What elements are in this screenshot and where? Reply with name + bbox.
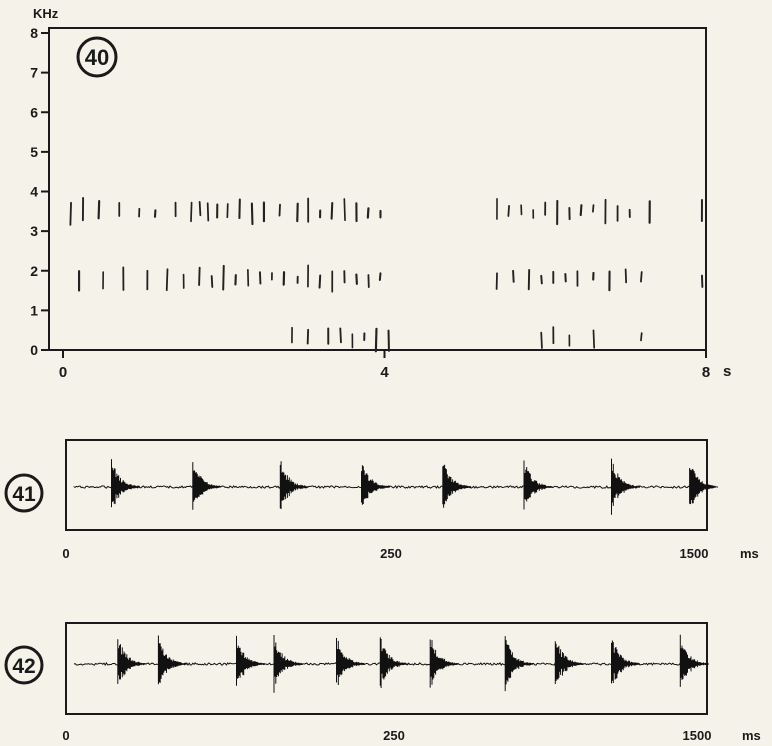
burst bbox=[523, 460, 553, 510]
y-tick-label: 7 bbox=[30, 65, 38, 81]
burst bbox=[336, 638, 365, 685]
pulse-mark bbox=[198, 201, 202, 217]
panel-badge-41: 41 bbox=[4, 473, 44, 513]
spectrogram-panel: KHz 0 1 2 3 4 5 6 7 8 0 4 8 s 40 bbox=[30, 6, 731, 381]
burst bbox=[192, 462, 222, 510]
x-axis-unit: ms bbox=[740, 546, 759, 561]
pulse-mark bbox=[507, 204, 510, 217]
spectrogram-pulses bbox=[69, 197, 704, 353]
burst bbox=[554, 641, 584, 684]
pulse-mark bbox=[190, 201, 193, 223]
pulse-mark bbox=[579, 204, 583, 217]
pulse-mark bbox=[592, 204, 595, 213]
x-tick-label-0: 0 bbox=[62, 546, 69, 561]
y-tick-label: 3 bbox=[30, 223, 38, 239]
pulse-mark bbox=[540, 331, 543, 349]
x-tick-label: 4 bbox=[380, 364, 389, 381]
burst bbox=[442, 464, 472, 508]
pulse-mark bbox=[330, 201, 334, 220]
pulse-mark bbox=[355, 273, 358, 285]
burst bbox=[679, 634, 709, 687]
waveform-panel-41: 0 250 1500 ms 41 bbox=[4, 439, 759, 561]
badge-label: 42 bbox=[12, 655, 35, 678]
pulse-mark bbox=[206, 202, 210, 222]
burst bbox=[611, 458, 640, 515]
waveform-bursts bbox=[117, 634, 709, 693]
x-axis-unit: ms bbox=[742, 728, 761, 743]
pulse-mark bbox=[97, 200, 101, 220]
x-tick-label: 0 bbox=[59, 364, 67, 381]
y-tick-label: 6 bbox=[30, 104, 38, 120]
x-tick-label-250: 250 bbox=[383, 728, 405, 743]
y-axis-ticks: 0 1 2 3 4 5 6 7 8 bbox=[30, 25, 50, 358]
pulse-mark bbox=[165, 268, 169, 292]
waveform-frame bbox=[65, 439, 708, 531]
burst bbox=[379, 637, 409, 688]
pulse-mark bbox=[278, 203, 281, 217]
pulse-mark bbox=[378, 272, 382, 281]
y-tick-label: 8 bbox=[30, 25, 38, 41]
badge-circle bbox=[4, 645, 44, 685]
spectrogram-frame bbox=[48, 27, 707, 351]
pulse-mark bbox=[69, 201, 72, 226]
burst bbox=[611, 640, 640, 684]
pulse-mark bbox=[318, 274, 322, 289]
burst bbox=[279, 461, 309, 509]
pulse-mark bbox=[250, 202, 254, 226]
burst bbox=[429, 639, 459, 688]
pulse-mark bbox=[222, 264, 225, 291]
pulse-mark bbox=[258, 271, 262, 285]
panel-badge-40: 40 bbox=[76, 36, 118, 78]
pulse-mark bbox=[343, 198, 346, 222]
x-tick-label-1500: 1500 bbox=[680, 546, 709, 561]
waveform-frame bbox=[65, 622, 708, 715]
burst bbox=[689, 468, 718, 505]
x-tick-label-0: 0 bbox=[62, 728, 69, 743]
badge-circle bbox=[4, 473, 44, 513]
pulse-mark bbox=[640, 271, 643, 283]
burst bbox=[157, 635, 187, 685]
x-tick-label-250: 250 bbox=[380, 546, 402, 561]
burst bbox=[504, 636, 534, 692]
x-tick-label-1500: 1500 bbox=[683, 728, 712, 743]
x-axis-unit: s bbox=[723, 363, 731, 380]
burst bbox=[236, 635, 265, 686]
burst bbox=[273, 635, 303, 693]
badge-label: 41 bbox=[12, 483, 36, 506]
burst bbox=[361, 465, 390, 505]
x-tick-label: 8 bbox=[702, 364, 710, 381]
y-tick-label: 1 bbox=[30, 302, 38, 318]
pulse-mark bbox=[210, 275, 214, 288]
pulse-mark bbox=[366, 207, 370, 219]
x-axis-ticks: 0 4 8 bbox=[59, 350, 710, 381]
waveform-panel-42: 0 250 1500 ms 42 bbox=[4, 622, 761, 743]
y-tick-label: 2 bbox=[30, 263, 38, 279]
y-axis-label: KHz bbox=[33, 6, 59, 21]
pulse-mark bbox=[374, 327, 378, 353]
waveform-bursts bbox=[111, 458, 718, 515]
panel-badge-42: 42 bbox=[4, 645, 44, 685]
badge-label: 40 bbox=[85, 45, 109, 70]
pulse-mark bbox=[592, 329, 596, 349]
y-tick-label: 5 bbox=[30, 144, 38, 160]
y-tick-label: 0 bbox=[30, 342, 38, 358]
burst bbox=[111, 459, 140, 508]
pulse-mark bbox=[540, 274, 543, 285]
pulse-mark bbox=[512, 269, 515, 283]
pulse-mark bbox=[640, 332, 643, 342]
pulse-mark bbox=[624, 268, 628, 284]
pulse-mark bbox=[198, 266, 201, 286]
badge-circle bbox=[76, 36, 118, 78]
pulse-mark bbox=[339, 327, 342, 344]
burst bbox=[117, 639, 147, 684]
y-tick-label: 4 bbox=[30, 184, 38, 200]
